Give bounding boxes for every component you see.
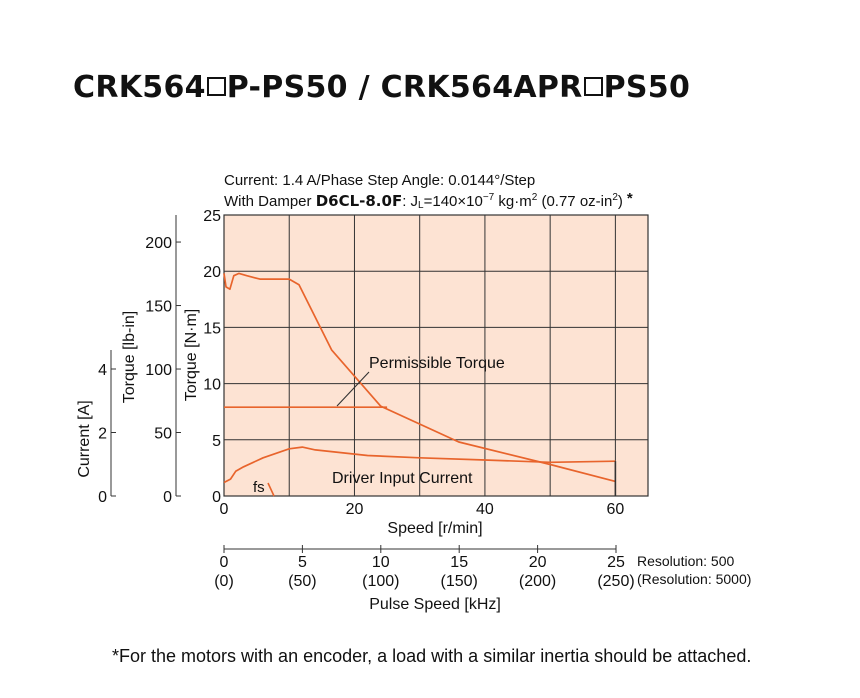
y-axis-label-nm: Torque [N·m] (183, 309, 200, 401)
conditions-line-2: With Damper D6CL-8.0F: JL=140×10−7 kg·m2… (224, 190, 633, 211)
pulse-tick-label-alt: (100) (362, 573, 399, 590)
y-tick-label-current: 0 (98, 489, 107, 506)
x-tick-label: 60 (606, 501, 624, 518)
pulse-tick-label-alt: (200) (519, 573, 556, 590)
permissible-torque-label: Permissible Torque (369, 355, 505, 372)
grid-lines (223, 214, 649, 497)
x-tick-label: 0 (220, 501, 229, 518)
blank-box-icon (206, 77, 226, 96)
y-tick-label-current: 4 (98, 362, 107, 379)
driver-input-current-curve (223, 446, 616, 484)
y-tick-label-lbin: 150 (145, 299, 172, 316)
driver-input-current-label: Driver Input Current (332, 470, 473, 487)
pulse-tick-label: 10 (372, 554, 390, 571)
y-tick-label-nm: 15 (203, 320, 221, 337)
curves (223, 272, 617, 496)
pulse-tick-label-alt: (250) (597, 573, 634, 590)
y-axis-label-current: Current [A] (76, 400, 93, 477)
pulse-axis-label: Pulse Speed [kHz] (369, 596, 501, 613)
title-part-1: CRK564 (73, 70, 206, 105)
pulse-tick-label: 5 (298, 554, 307, 571)
damper-model: D6CL-8.0F (316, 192, 403, 210)
blank-box-icon (583, 77, 603, 96)
conditions-line-1: Current: 1.4 A/Phase Step Angle: 0.0144°… (224, 172, 535, 189)
title-part-3: PS50 (603, 70, 691, 105)
y-tick-label-lbin: 200 (145, 235, 172, 252)
pulse-tick-label: 15 (450, 554, 468, 571)
pulse-tick-label: 20 (529, 554, 547, 571)
plot-area (224, 215, 648, 496)
chart-title: CRK564 P-PS50 / CRK564APR PS50 (73, 70, 690, 105)
fs-curve (267, 482, 275, 497)
y-tick-label-current: 2 (98, 425, 107, 442)
y-tick-label-nm: 20 (203, 264, 221, 281)
y-tick-label-nm: 0 (212, 489, 221, 506)
axes: 0 20 40 60 0 5 10 15 20 25 0 50 100 150 200 0 2 4 (98, 208, 624, 518)
y-tick-label-lbin: 100 (145, 362, 172, 379)
pullout-torque-curve (223, 272, 616, 483)
pulse-speed-axis: 0 (0) 5 (50) 10 (100) 15 (150) 20 (200) 25 (250) (214, 545, 635, 590)
y-tick-label-lbin: 0 (163, 489, 172, 506)
y-tick-label-lbin: 50 (154, 426, 172, 443)
x-tick-label: 40 (476, 501, 494, 518)
y-axis-label-lbin: Torque [lb-in] (121, 311, 138, 404)
permissible-torque-leader (336, 371, 370, 407)
title-part-2: P-PS50 / CRK564APR (226, 70, 583, 105)
y-tick-label-nm: 10 (203, 377, 221, 394)
x-axis-label: Speed [r/min] (387, 520, 482, 537)
x-tick-label: 20 (346, 501, 364, 518)
fs-label: fs (253, 479, 265, 496)
footnote: *For the motors with an encoder, a load … (112, 646, 752, 666)
plot-frame (223, 214, 649, 497)
pulse-tick-label: 0 (220, 554, 229, 571)
pulse-tick-label-alt: (50) (288, 573, 316, 590)
resolution-note: Resolution: 500 (637, 553, 735, 569)
y-tick-label-nm: 25 (203, 208, 221, 225)
pulse-tick-label: 25 (607, 554, 625, 571)
resolution-note-alt: (Resolution: 5000) (637, 571, 751, 587)
y-tick-label-nm: 5 (212, 433, 221, 450)
pulse-tick-label-alt: (150) (441, 573, 478, 590)
pulse-tick-label-alt: (0) (214, 573, 234, 590)
